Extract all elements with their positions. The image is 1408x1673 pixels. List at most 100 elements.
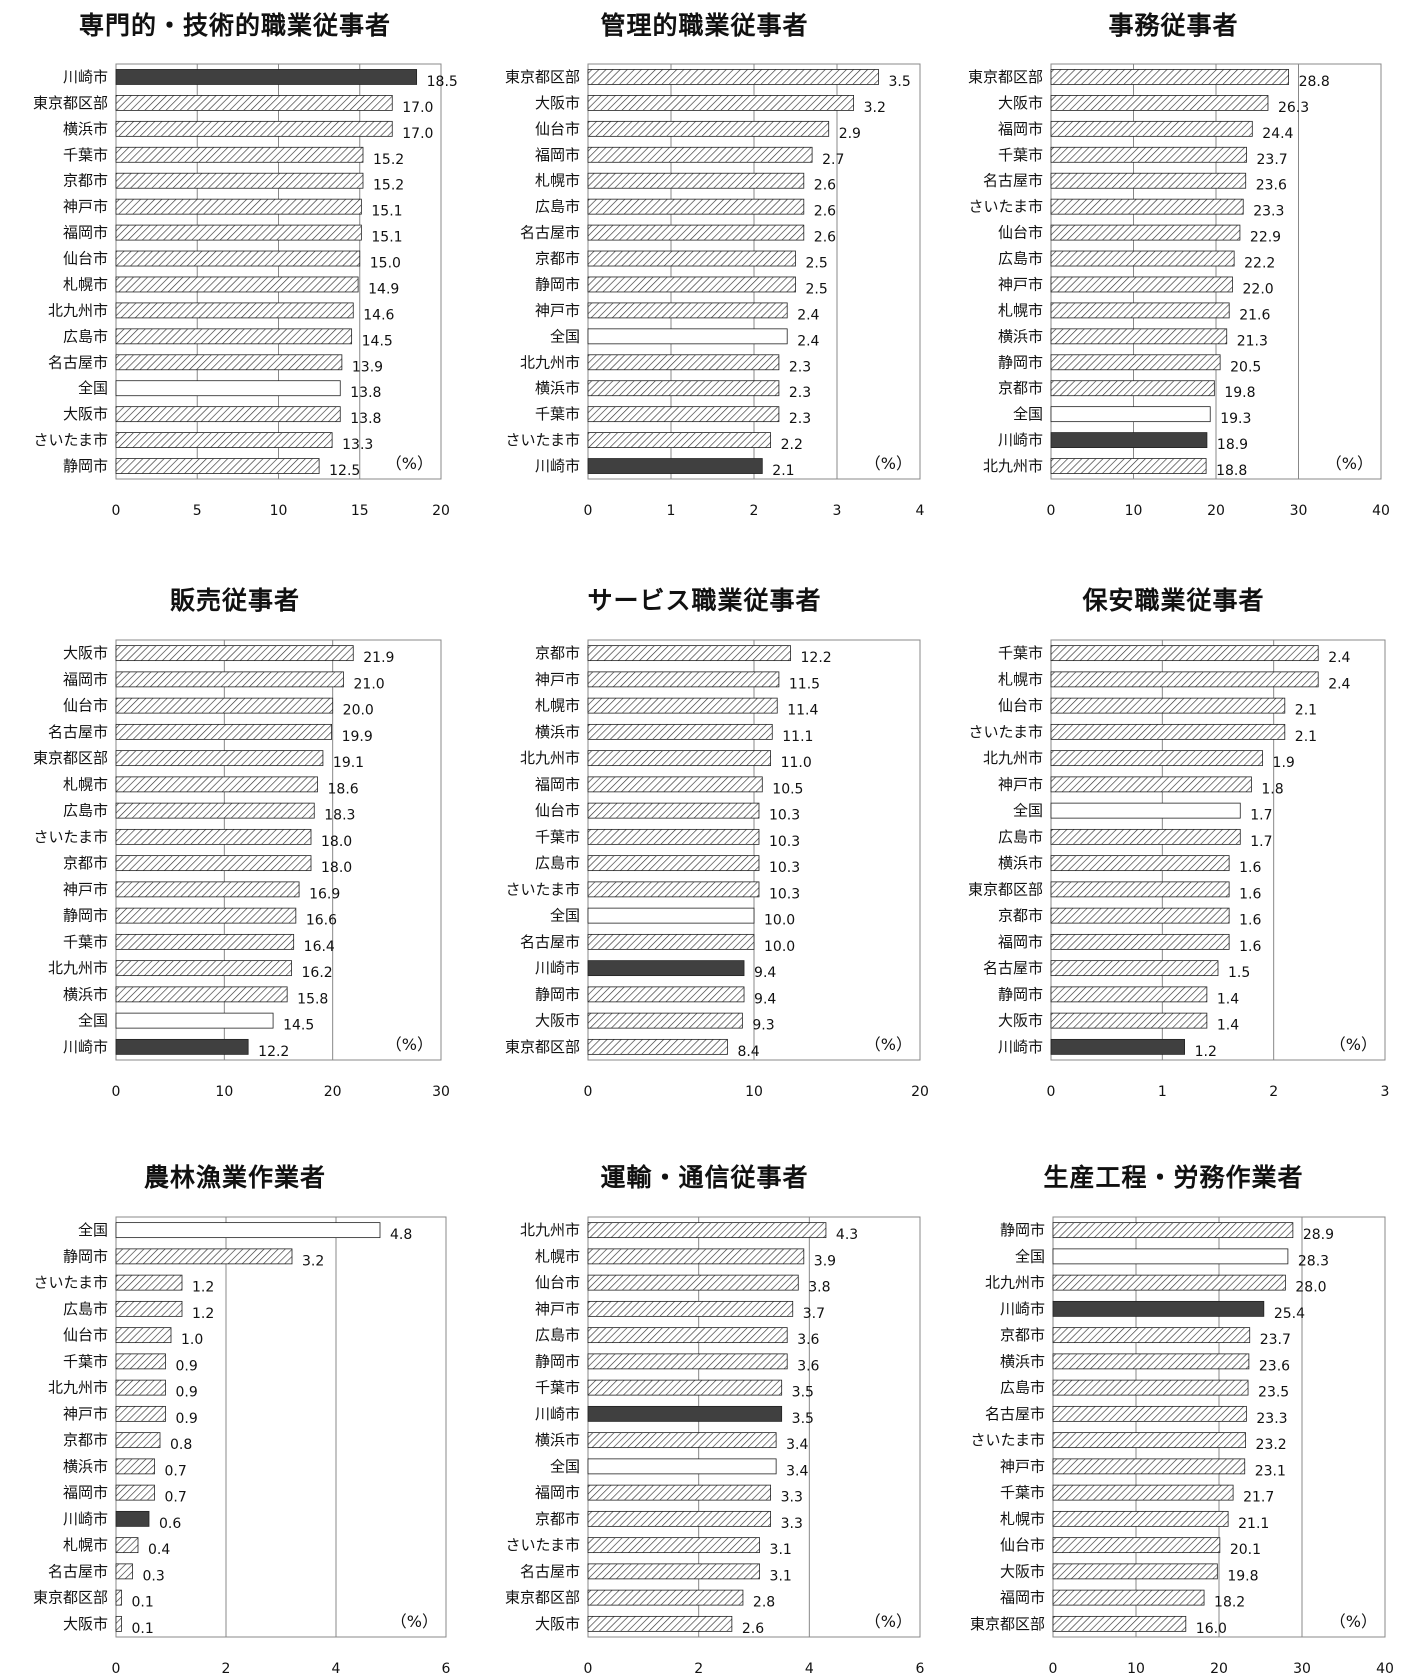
category-label: 神戸市 [998, 775, 1043, 793]
category-label: 全国 [1015, 1247, 1045, 1265]
bar [115, 750, 324, 767]
bar [115, 354, 343, 371]
bar [115, 1038, 249, 1055]
value-label: 17.0 [402, 126, 433, 142]
bar [1050, 354, 1221, 371]
bar [587, 723, 773, 740]
x-tick-label: 3 [1381, 1084, 1390, 1100]
category-label: 川崎市 [535, 457, 580, 475]
bar [587, 276, 796, 293]
bar [1050, 960, 1219, 977]
bar [115, 1537, 139, 1554]
value-label: 0.9 [176, 1358, 198, 1374]
x-tick-label: 1 [667, 503, 676, 519]
category-label: 千葉市 [63, 146, 108, 164]
x-tick-label: 0 [112, 503, 121, 519]
category-label: 横浜市 [1000, 1352, 1045, 1370]
bar [1050, 671, 1319, 688]
chart-title: 販売従事者 [169, 586, 300, 615]
value-label: 2.6 [814, 204, 836, 220]
value-label: 2.9 [839, 126, 861, 142]
bar [1050, 95, 1269, 111]
value-label: 2.5 [806, 256, 828, 272]
value-label: 16.0 [1196, 1621, 1227, 1637]
bar [115, 1458, 155, 1475]
chart-title: 農林漁業作業者 [143, 1163, 326, 1192]
value-label: 1.6 [1239, 913, 1261, 929]
bar [115, 328, 353, 345]
bar [587, 1510, 772, 1527]
value-label: 28.9 [1303, 1227, 1334, 1243]
category-label: 東京都区部 [33, 1589, 108, 1607]
bar [1052, 1458, 1246, 1475]
bar [587, 380, 780, 397]
category-label: 仙台市 [63, 250, 108, 268]
chart-panel-agriculture: 農林漁業作業者 0 2 4 6 全国 4.8 静岡市 3.2 さいたま市 1.2 広島市 1.2 仙台市… [0, 1152, 470, 1673]
category-label: 横浜市 [63, 120, 108, 138]
bar [1050, 328, 1228, 345]
chart-svg: 0 10 20 京都市 12.2 神戸市 11.5 札幌市 11.4 横浜市 11.1 北九州市 11.… [505, 639, 929, 1100]
value-label: 16.2 [302, 965, 333, 981]
chart-panel-transport: 運輸・通信従事者 0 2 4 6 北九州市 4.3 札幌市 3.9 仙台市 3.8 神戸市 3.7 広島… [470, 1152, 939, 1673]
category-label: 千葉市 [63, 933, 108, 951]
category-label: 静岡市 [1000, 1221, 1045, 1239]
value-label: 3.1 [770, 1542, 792, 1558]
value-label: 3.5 [889, 74, 911, 90]
category-label: さいたま市 [968, 198, 1043, 216]
x-tick-label: 30 [432, 1084, 450, 1100]
category-label: さいたま市 [33, 431, 108, 449]
value-label: 15.1 [371, 230, 402, 246]
value-label: 14.6 [363, 307, 394, 323]
value-label: 23.1 [1255, 1463, 1286, 1479]
value-label: 18.0 [321, 860, 352, 876]
plot-frame [587, 1216, 921, 1638]
value-label: 15.1 [371, 204, 402, 220]
x-tick-label: 4 [916, 503, 925, 519]
value-label: 10.3 [769, 834, 800, 850]
value-label: 13.3 [342, 437, 373, 453]
bar [115, 120, 393, 137]
value-label: 25.4 [1274, 1306, 1305, 1322]
chart-panel-managerial: 管理的職業従事者 0 1 2 3 4 東京都区部 3.5 大阪市 3.2 仙台市 2.9 福岡市 2.7… [470, 0, 939, 520]
value-label: 10.0 [764, 939, 795, 955]
value-label: 1.0 [181, 1332, 203, 1348]
value-label: 18.8 [1216, 463, 1247, 479]
category-label: 京都市 [998, 907, 1043, 925]
value-label: 9.4 [754, 991, 776, 1007]
category-label: 川崎市 [63, 68, 108, 86]
category-label: さいたま市 [33, 1274, 108, 1292]
category-label: 千葉市 [1000, 1484, 1045, 1502]
bar [115, 1405, 166, 1422]
value-label: 2.4 [797, 333, 819, 349]
bar [587, 986, 745, 1003]
chart-panel-sales: 販売従事者 0 10 20 30 大阪市 21.9 福岡市 21.0 仙台市 20.0 名古屋市 19… [0, 575, 470, 1115]
category-label: さいたま市 [505, 431, 580, 449]
bar [587, 172, 805, 189]
value-label: 22.0 [1243, 281, 1274, 297]
category-label: 福岡市 [535, 1484, 580, 1502]
category-label: 東京都区部 [33, 94, 108, 112]
value-label: 2.6 [742, 1621, 764, 1637]
category-label: 静岡市 [63, 907, 108, 925]
bar [1050, 697, 1286, 714]
bar [1050, 776, 1252, 793]
category-label: 静岡市 [535, 1352, 580, 1370]
bar [1050, 224, 1241, 241]
category-label: 福岡市 [63, 1484, 108, 1502]
value-label: 2.4 [1328, 676, 1350, 692]
category-label: 全国 [550, 907, 580, 925]
category-label: 横浜市 [63, 985, 108, 1003]
category-label: 福岡市 [535, 146, 580, 164]
value-label: 4.3 [836, 1227, 858, 1243]
value-label: 10.3 [769, 808, 800, 824]
plot-frame [1050, 639, 1386, 1061]
category-label: 横浜市 [998, 854, 1043, 872]
x-tick-label: 20 [1210, 1661, 1228, 1673]
category-label: 福岡市 [998, 933, 1043, 951]
bar [1050, 302, 1230, 319]
value-label: 23.3 [1256, 1411, 1287, 1427]
chart-title: 生産工程・労務作業者 [1043, 1163, 1304, 1192]
category-label: 全国 [550, 327, 580, 345]
category-label: 全国 [78, 1221, 108, 1239]
bar [587, 95, 855, 111]
